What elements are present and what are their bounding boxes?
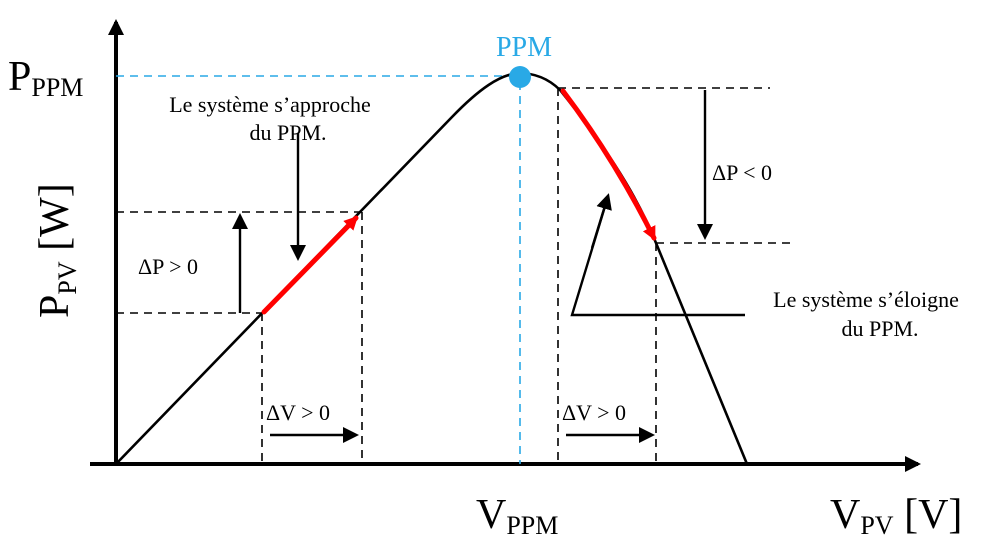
dp-negative-label: ΔP < 0 [712,160,772,185]
ppm-point-label: PPM [496,32,552,63]
ppm-point-marker [509,66,531,88]
y-axis-label: PPV [W] [32,183,82,318]
away-highlight-arrow [560,88,657,241]
v-ppm-label: VPPM [476,492,558,536]
away-pointer-tip [590,193,612,249]
away-pointer-triangle [570,202,745,317]
dv-positive-label-left: ΔV > 0 [266,400,330,425]
x-axis-label: VPV [V] [830,492,962,536]
away-text-line2: du PPM. [841,316,918,341]
away-text-line1: Le système s’éloigne [773,287,959,312]
p-ppm-label: PPPM [8,54,83,102]
approach-text-line2: du PPM. [249,120,326,145]
dv-positive-label-right: ΔV > 0 [562,400,626,425]
dp-positive-label: ΔP > 0 [138,254,198,279]
pv-curve [115,71,749,465]
approach-highlight-arrow [261,215,359,315]
approach-text-line1: Le système s’approche [169,92,371,117]
